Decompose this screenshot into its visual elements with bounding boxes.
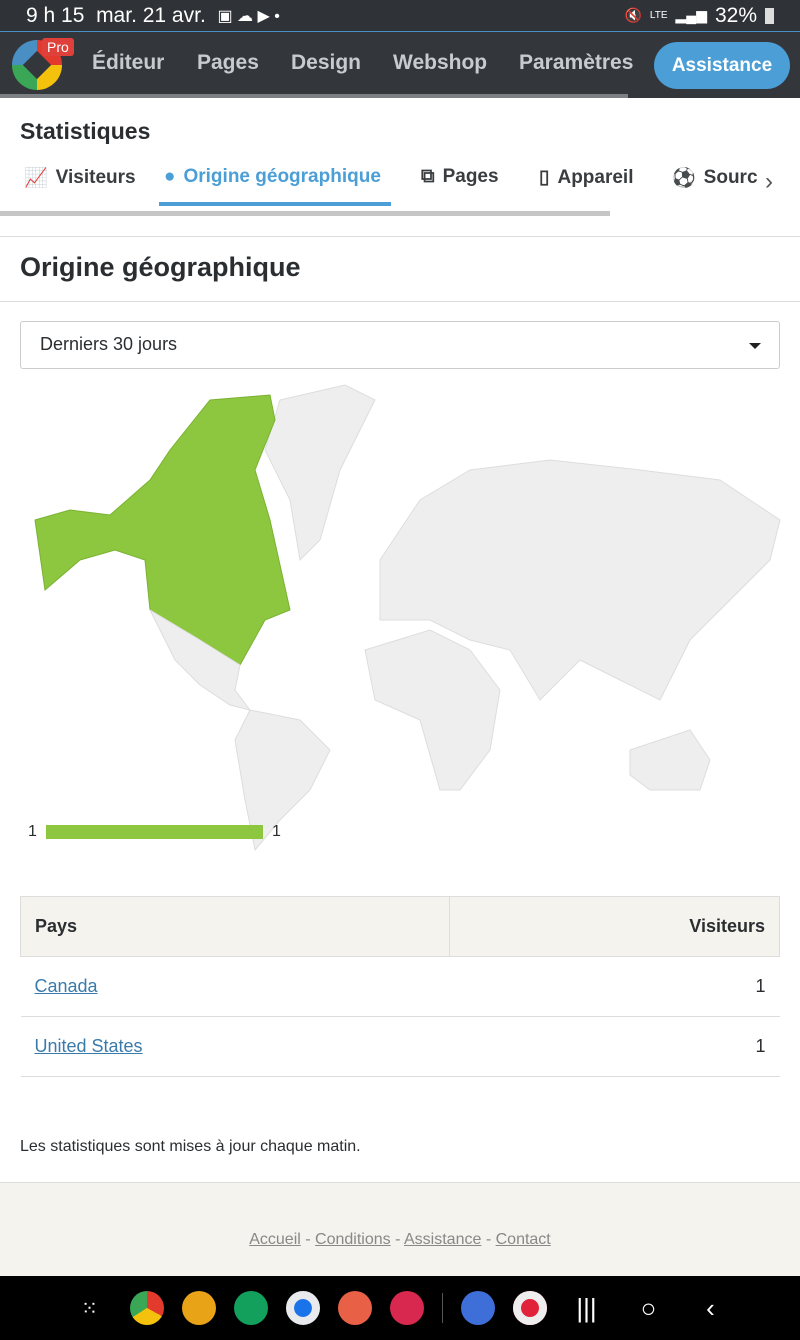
- country-link[interactable]: United States: [34, 1036, 143, 1056]
- signal-icon: ▂▄▆: [675, 7, 707, 23]
- mute-icon: 🔇: [624, 7, 642, 23]
- messages-icon[interactable]: [285, 1291, 320, 1325]
- tab-origine[interactable]: ● Origine géographique: [164, 166, 381, 188]
- status-bar: 9 h 15 mar. 21 avr. ▣ ☁ ▶ • 🔇 LTE ▂▄▆ 32…: [0, 0, 800, 32]
- camera-icon[interactable]: [389, 1291, 424, 1325]
- youtube-music-icon[interactable]: [512, 1291, 547, 1325]
- nav-scrollbar[interactable]: [0, 94, 628, 98]
- visitor-count: 1: [449, 1016, 780, 1077]
- world-map: [34, 384, 781, 852]
- chart-line-icon: 📈: [24, 168, 48, 189]
- tab-appareil[interactable]: ▯ Appareil: [539, 166, 634, 189]
- footer: Accueil - Conditions - Assistance - Cont…: [0, 1182, 800, 1276]
- tab-sources[interactable]: ⚽ Sourc: [672, 166, 758, 190]
- chrome-icon[interactable]: [129, 1291, 164, 1325]
- country-link[interactable]: Canada: [34, 976, 98, 996]
- footer-link-accueil[interactable]: Accueil: [249, 1231, 301, 1248]
- legend-max: 1: [272, 823, 281, 840]
- contacts-icon[interactable]: [337, 1291, 372, 1325]
- table-row: United States 1: [20, 1016, 780, 1077]
- network-label: LTE: [649, 10, 668, 21]
- legend-bar: [46, 825, 263, 839]
- tabs-scrollbar[interactable]: [0, 211, 610, 216]
- map-north-america-highlighted: [34, 394, 291, 666]
- files-icon[interactable]: [181, 1291, 216, 1325]
- tab-label: Visiteurs: [55, 167, 136, 188]
- tab-label: Pages: [442, 166, 499, 187]
- recents-icon[interactable]: |||: [576, 1292, 597, 1323]
- nav-webshop[interactable]: Webshop: [393, 51, 488, 74]
- country-table: Pays Visiteurs Canada 1 United States 1: [20, 896, 781, 1077]
- separator: -: [305, 1231, 311, 1248]
- footer-link-assistance[interactable]: Assistance: [404, 1231, 482, 1248]
- dock-divider: [441, 1293, 443, 1323]
- footer-link-conditions[interactable]: Conditions: [315, 1231, 391, 1248]
- visitor-count: 1: [449, 956, 780, 1017]
- period-value: Derniers 30 jours: [40, 334, 178, 354]
- mobile-icon: ▯: [539, 167, 550, 188]
- notification-icons: ▣ ☁ ▶ •: [217, 7, 280, 25]
- divider: [0, 236, 800, 237]
- home-icon[interactable]: ○: [640, 1292, 657, 1323]
- table-row: Canada 1: [20, 956, 780, 1017]
- soccer-ball-icon: ⚽: [672, 168, 696, 189]
- separator: -: [395, 1231, 401, 1248]
- stats-title: Statistiques: [20, 118, 151, 144]
- table-header: Pays Visiteurs: [20, 896, 781, 957]
- copy-icon: ⧉: [421, 166, 435, 187]
- nav-editeur[interactable]: Éditeur: [92, 51, 165, 74]
- tab-label: Sourc: [703, 167, 758, 188]
- globe-icon: ●: [164, 166, 176, 187]
- top-nav: Pro Éditeur Pages Design Webshop Paramèt…: [0, 32, 800, 98]
- nav-pages[interactable]: Pages: [197, 51, 259, 74]
- section-title: Origine géographique: [20, 252, 301, 282]
- nav-parametres[interactable]: Paramètres: [519, 51, 634, 74]
- tab-visiteurs[interactable]: 📈 Visiteurs: [24, 166, 136, 190]
- chevron-right-icon[interactable]: ›: [765, 168, 773, 195]
- app-drawer-icon[interactable]: ⁙: [81, 1297, 98, 1320]
- status-time: 9 h 15: [26, 3, 85, 27]
- back-icon[interactable]: ‹: [706, 1292, 715, 1323]
- coinmarketcap-icon[interactable]: [460, 1291, 495, 1325]
- battery-icon: [765, 7, 774, 24]
- caret-down-icon: [749, 343, 761, 355]
- battery-level: 32%: [714, 3, 757, 27]
- android-dock: ⁙ ||| ○ ‹: [0, 1276, 800, 1340]
- footer-link-contact[interactable]: Contact: [495, 1231, 551, 1248]
- header-pays: Pays: [20, 896, 450, 957]
- update-note: Les statistiques sont mises à jour chaqu…: [20, 1138, 361, 1155]
- map-greenland: [264, 384, 376, 562]
- active-tab-indicator: [159, 202, 391, 206]
- legend-min: 1: [28, 823, 37, 840]
- map-australia: [629, 729, 711, 791]
- status-date: mar. 21 avr.: [96, 3, 206, 27]
- header-visiteurs: Visiteurs: [448, 896, 781, 957]
- map-africa: [364, 629, 501, 791]
- tab-pages[interactable]: ⧉ Pages: [421, 166, 499, 188]
- phone-icon[interactable]: [233, 1291, 268, 1325]
- pro-badge: Pro: [42, 38, 74, 56]
- tab-label: Origine géographique: [183, 166, 381, 187]
- assistance-button[interactable]: Assistance: [654, 42, 790, 89]
- separator: -: [485, 1231, 492, 1248]
- tab-label: Appareil: [557, 166, 634, 188]
- stats-tabs: 📈 Visiteurs ● Origine géographique ⧉ Pages …: [0, 160, 800, 216]
- divider: [0, 301, 800, 302]
- map-south-america: [234, 709, 331, 852]
- map-eurasia: [379, 459, 781, 701]
- nav-design[interactable]: Design: [291, 51, 362, 74]
- period-select[interactable]: Derniers 30 jours: [20, 321, 780, 369]
